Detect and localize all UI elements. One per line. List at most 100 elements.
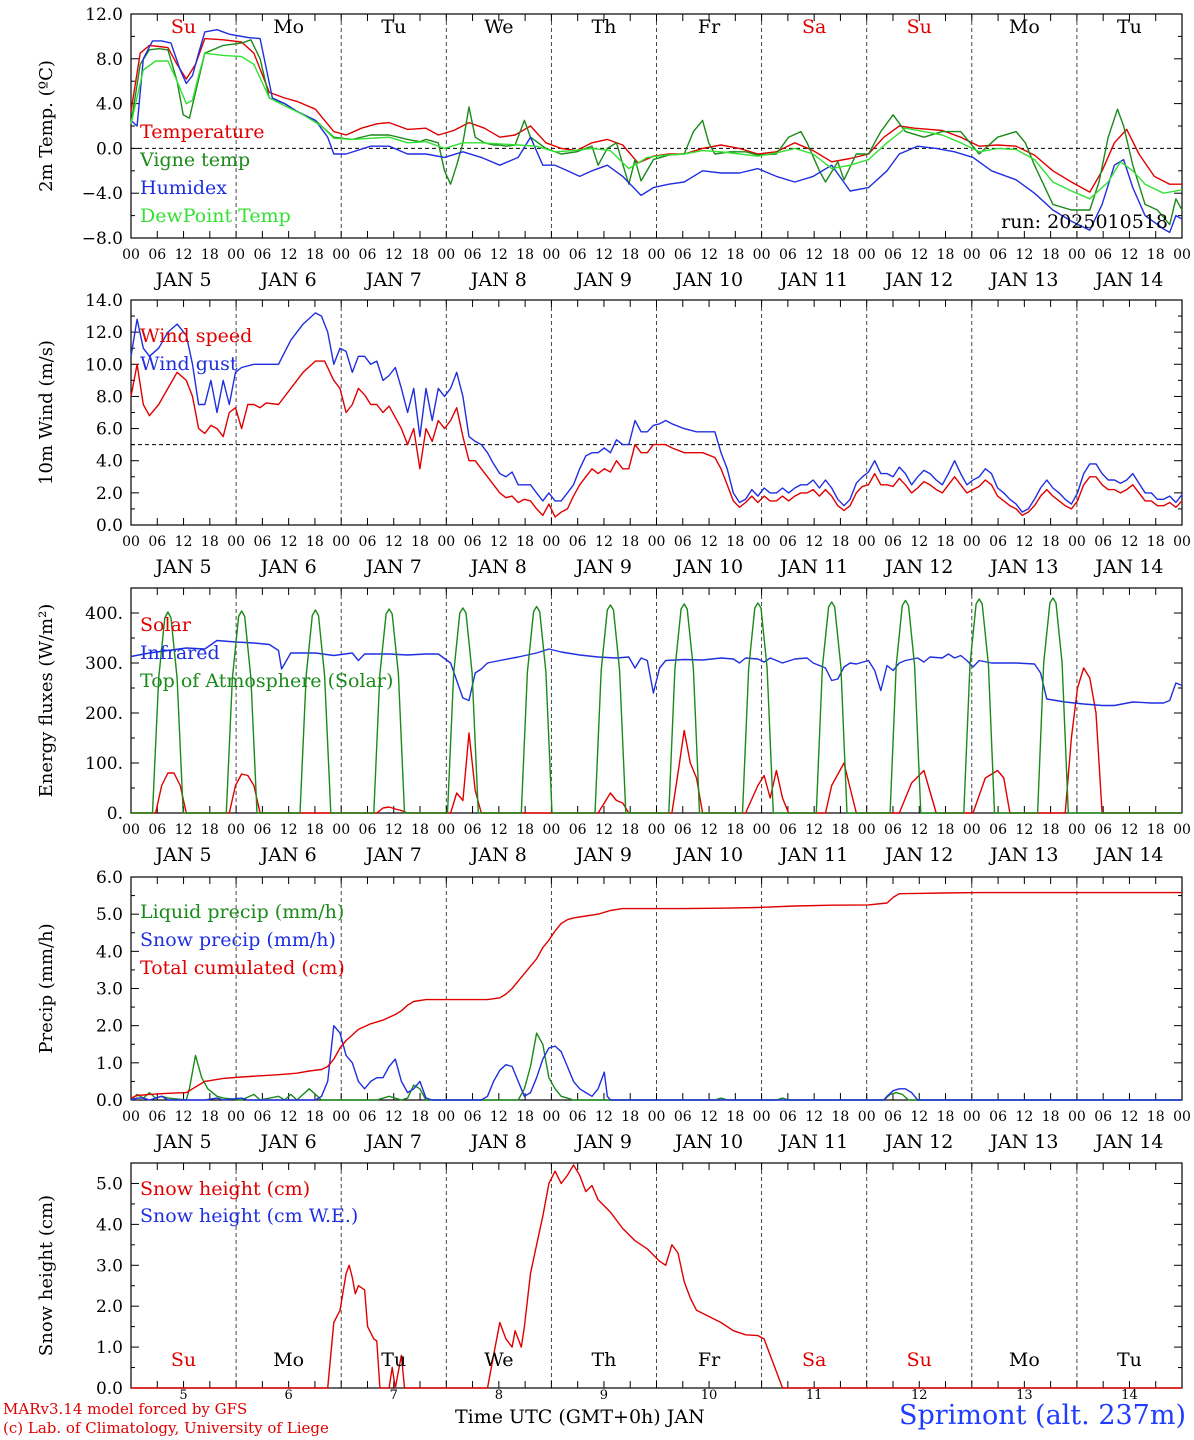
hour-tick-label: 18 xyxy=(621,1109,639,1125)
series-snow-precip-mm-h- xyxy=(130,1025,1182,1101)
hour-tick-label: 06 xyxy=(674,534,692,550)
hour-tick-label: 06 xyxy=(464,1109,482,1125)
hour-tick-label: 06 xyxy=(253,822,271,838)
hour-tick-label: 00 xyxy=(963,822,981,838)
hour-tick-label: 00 xyxy=(122,247,140,263)
weekday-label-top: Th xyxy=(591,16,616,38)
hour-tick-label: 00 xyxy=(1068,534,1086,550)
hour-tick-label: 12 xyxy=(595,247,613,263)
hour-tick-label: 18 xyxy=(726,247,744,263)
date-label: JAN 7 xyxy=(364,556,422,578)
hour-tick-label: 18 xyxy=(832,822,850,838)
date-label: JAN 13 xyxy=(988,1131,1058,1153)
hour-tick-label: 18 xyxy=(1042,534,1060,550)
date-label: JAN 8 xyxy=(469,1131,527,1153)
hour-tick-label: 00 xyxy=(858,247,876,263)
date-label: JAN 6 xyxy=(259,269,317,291)
date-label: JAN 9 xyxy=(574,269,632,291)
date-label: JAN 8 xyxy=(469,556,527,578)
weekday-label-bottom: Th xyxy=(591,1349,616,1371)
weekday-label-bottom: Fr xyxy=(698,1349,721,1371)
y-axis-label: Energy fluxes (W/m²) xyxy=(36,604,57,798)
day-number-label: 10 xyxy=(701,1388,718,1400)
hour-tick-label: 18 xyxy=(1042,1109,1060,1125)
time-axis-title: Time UTC (GMT+0h) JAN xyxy=(455,1406,705,1428)
hour-tick-label: 06 xyxy=(1094,1109,1112,1125)
date-label: JAN 13 xyxy=(988,844,1058,866)
hour-tick-label: 18 xyxy=(1147,1109,1165,1125)
day-number-label: 11 xyxy=(806,1388,823,1400)
y-tick-label: 8.0 xyxy=(96,50,123,70)
hour-tick-label: 00 xyxy=(332,1109,350,1125)
hour-tick-label: 06 xyxy=(253,1109,271,1125)
hour-tick-label: 00 xyxy=(1068,822,1086,838)
hour-tick-label: 00 xyxy=(648,1109,666,1125)
y-tick-label: 12.0 xyxy=(85,323,123,343)
day-number-label: 12 xyxy=(911,1388,928,1400)
y-tick-label: 0.0 xyxy=(96,139,123,159)
hour-tick-label: 12 xyxy=(805,822,823,838)
hour-tick-label: 00 xyxy=(437,534,455,550)
weekday-label-top: Tu xyxy=(1117,16,1142,38)
hour-tick-label: 06 xyxy=(989,534,1007,550)
hour-tick-label: 12 xyxy=(910,247,928,263)
y-tick-label: 5.0 xyxy=(96,1174,123,1194)
hour-tick-label: 00 xyxy=(542,822,560,838)
y-tick-label: 4.0 xyxy=(96,942,123,962)
hour-tick-label: 06 xyxy=(569,534,587,550)
hour-tick-label: 06 xyxy=(779,534,797,550)
date-label: JAN 5 xyxy=(154,556,212,578)
date-label: JAN 7 xyxy=(364,269,422,291)
hour-tick-label: 06 xyxy=(884,822,902,838)
weekday-label-top: Fr xyxy=(698,16,721,38)
hour-tick-label: 06 xyxy=(253,247,271,263)
hour-tick-label: 12 xyxy=(385,247,403,263)
day-number-label: 14 xyxy=(1121,1388,1138,1400)
hour-tick-label: 12 xyxy=(1015,534,1033,550)
legend-entry: Solar xyxy=(140,614,192,636)
y-tick-label: 1.0 xyxy=(96,1054,123,1074)
hour-tick-label: 18 xyxy=(937,247,955,263)
y-tick-label: −8.0 xyxy=(82,229,123,249)
legend-entry: Vigne temp xyxy=(139,149,250,171)
date-label: JAN 14 xyxy=(1093,269,1163,291)
date-label: JAN 5 xyxy=(154,1131,212,1153)
date-label: JAN 8 xyxy=(469,269,527,291)
date-label: JAN 12 xyxy=(883,844,953,866)
hour-tick-label: 00 xyxy=(437,247,455,263)
hour-tick-label: 12 xyxy=(385,1109,403,1125)
hour-tick-label: 06 xyxy=(674,247,692,263)
hour-tick-label: 06 xyxy=(148,534,166,550)
y-tick-label: 0.0 xyxy=(96,1091,123,1111)
y-tick-label: 4.0 xyxy=(96,1215,123,1235)
date-label: JAN 6 xyxy=(259,556,317,578)
y-tick-label: 3.0 xyxy=(96,980,123,1000)
day-number-label: 13 xyxy=(1016,1388,1033,1400)
y-tick-label: 4.0 xyxy=(96,95,123,115)
hour-tick-label: 12 xyxy=(1121,534,1139,550)
y-tick-label: 100. xyxy=(85,754,123,774)
hour-tick-label: 12 xyxy=(700,822,718,838)
weekday-label-bottom: Sa xyxy=(802,1349,826,1371)
date-label: JAN 10 xyxy=(673,556,743,578)
y-tick-label: 6.0 xyxy=(96,420,123,440)
meteogram: −8.0 −4.0 0.0 4.0 8.0 12.0 2m Temp. (ºC) Temper… xyxy=(36,5,1191,1400)
legend-entry: Infrared xyxy=(140,642,220,664)
day-number-label: 5 xyxy=(179,1388,187,1400)
hour-tick-label: 18 xyxy=(201,822,219,838)
hour-tick-label: 12 xyxy=(1121,1109,1139,1125)
series-humidex xyxy=(130,29,1183,234)
hour-tick-label: 06 xyxy=(884,247,902,263)
hour-tick-label: 12 xyxy=(1015,822,1033,838)
hour-tick-label: 12 xyxy=(910,1109,928,1125)
hour-tick-label: 00 xyxy=(227,247,245,263)
credit-model: MARv3.14 model forced by GFS xyxy=(3,1400,248,1418)
legend-entry: Snow height (cm W.E.) xyxy=(140,1205,358,1227)
hour-tick-label: 18 xyxy=(516,1109,534,1125)
y-tick-label: 8.0 xyxy=(96,387,123,407)
hour-tick-label: 18 xyxy=(621,534,639,550)
hour-tick-label: 12 xyxy=(805,534,823,550)
hour-tick-label: 00 xyxy=(437,822,455,838)
series-wind-gust xyxy=(130,312,1183,513)
hour-tick-label: 12 xyxy=(280,822,298,838)
